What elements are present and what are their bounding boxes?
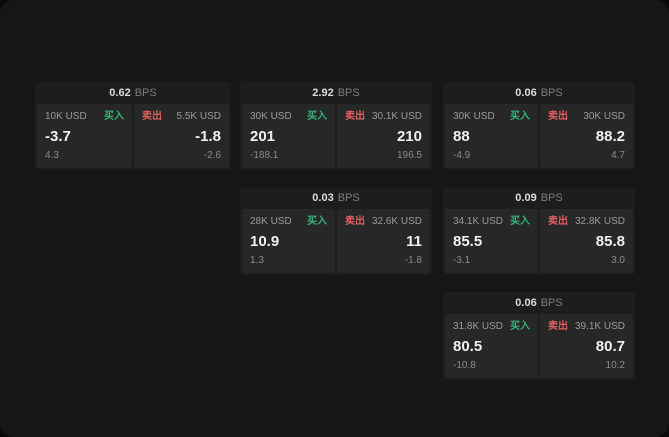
- sell-price: 80.7: [595, 338, 625, 355]
- bps-header: 0.09 BPS: [443, 187, 635, 209]
- quote-column-1: 0.62 BPS 10K USD 买入 -3.7 4.3 卖出 5.5K USD: [35, 82, 231, 170]
- quote-card: 0.06 BPS 30K USD 买入 88 -4.9 卖出 30K USD: [443, 82, 635, 170]
- sell-label: 卖出: [142, 111, 162, 122]
- buy-amount: 30K USD: [453, 111, 495, 122]
- sell-panel[interactable]: 卖出 5.5K USD -1.8 -2.6: [134, 104, 229, 168]
- sell-amount: 5.5K USD: [176, 111, 221, 122]
- sell-amount: 39.1K USD: [574, 321, 625, 332]
- bps-label: BPS: [337, 87, 360, 99]
- buy-amount: 31.8K USD: [453, 321, 504, 332]
- quote-column-2: 2.92 BPS 30K USD 买入 201 -188.1 卖出 30.1K …: [240, 82, 432, 275]
- sell-label: 卖出: [548, 216, 568, 227]
- sell-delta: 196.5: [396, 150, 422, 161]
- sell-price: 88.2: [595, 128, 625, 145]
- buy-label: 买入: [510, 321, 530, 332]
- buy-price: 85.5: [453, 233, 483, 250]
- quote-column-3: 0.06 BPS 30K USD 买入 88 -4.9 卖出 30K USD: [443, 82, 635, 380]
- sell-panel[interactable]: 卖出 32.6K USD 11 -1.8: [337, 209, 430, 273]
- buy-delta: -188.1: [250, 150, 279, 161]
- sell-delta: 3.0: [611, 255, 625, 266]
- bps-header: 0.06 BPS: [443, 292, 635, 314]
- sell-price: 11: [406, 233, 422, 250]
- bps-value: 2.92: [312, 87, 334, 99]
- buy-amount: 10K USD: [45, 111, 87, 122]
- buy-panel[interactable]: 34.1K USD 买入 85.5 -3.1: [445, 209, 538, 273]
- sell-panel[interactable]: 卖出 32.8K USD 85.8 3.0: [540, 209, 633, 273]
- sell-label: 卖出: [345, 111, 365, 122]
- buy-delta: -10.8: [453, 360, 476, 371]
- bps-value: 0.09: [515, 192, 537, 204]
- bps-header: 2.92 BPS: [240, 82, 432, 104]
- buy-label: 买入: [104, 111, 124, 122]
- buy-delta: 4.3: [45, 150, 59, 161]
- buy-price: 201: [250, 128, 276, 145]
- bps-header: 0.03 BPS: [240, 187, 432, 209]
- sell-delta: 4.7: [611, 150, 625, 161]
- sell-amount: 32.6K USD: [371, 216, 422, 227]
- bps-label: BPS: [540, 87, 563, 99]
- bps-header: 0.06 BPS: [443, 82, 635, 104]
- buy-price: -3.7: [45, 128, 71, 145]
- quote-card: 2.92 BPS 30K USD 买入 201 -188.1 卖出 30.1K …: [240, 82, 432, 170]
- buy-label: 买入: [307, 216, 327, 227]
- buy-delta: -4.9: [453, 150, 471, 161]
- buy-panel[interactable]: 30K USD 买入 201 -188.1: [242, 104, 335, 168]
- quote-card: 0.06 BPS 31.8K USD 买入 80.5 -10.8 卖出 39.1…: [443, 292, 635, 380]
- buy-amount: 30K USD: [250, 111, 292, 122]
- bps-value: 0.06: [515, 297, 537, 309]
- bps-value: 0.06: [515, 87, 537, 99]
- buy-amount: 34.1K USD: [453, 216, 504, 227]
- buy-label: 买入: [510, 216, 530, 227]
- bps-label: BPS: [540, 192, 563, 204]
- sell-price: 210: [396, 128, 422, 145]
- bps-label: BPS: [134, 87, 157, 99]
- buy-label: 买入: [307, 111, 327, 122]
- sell-amount: 32.8K USD: [574, 216, 625, 227]
- bps-value: 0.03: [312, 192, 334, 204]
- buy-price: 10.9: [250, 233, 280, 250]
- buy-amount: 28K USD: [250, 216, 292, 227]
- sell-amount: 30.1K USD: [371, 111, 422, 122]
- sell-delta: 10.2: [605, 360, 625, 371]
- sell-delta: -2.6: [203, 150, 221, 161]
- sell-label: 卖出: [345, 216, 365, 227]
- sell-panel[interactable]: 卖出 39.1K USD 80.7 10.2: [540, 314, 633, 378]
- buy-panel[interactable]: 30K USD 买入 88 -4.9: [445, 104, 538, 168]
- sell-price: 85.8: [595, 233, 625, 250]
- sell-label: 卖出: [548, 321, 568, 332]
- bps-label: BPS: [540, 297, 563, 309]
- sell-amount: 30K USD: [583, 111, 625, 122]
- quote-card: 0.62 BPS 10K USD 买入 -3.7 4.3 卖出 5.5K USD: [35, 82, 231, 170]
- quote-card: 0.09 BPS 34.1K USD 买入 85.5 -3.1 卖出 32.8K…: [443, 187, 635, 275]
- buy-delta: 1.3: [250, 255, 264, 266]
- sell-panel[interactable]: 卖出 30K USD 88.2 4.7: [540, 104, 633, 168]
- buy-panel[interactable]: 31.8K USD 买入 80.5 -10.8: [445, 314, 538, 378]
- quote-card: 0.03 BPS 28K USD 买入 10.9 1.3 卖出 32.6K US…: [240, 187, 432, 275]
- sell-price: -1.8: [195, 128, 221, 145]
- buy-price: 80.5: [453, 338, 483, 355]
- buy-label: 买入: [510, 111, 530, 122]
- bps-value: 0.62: [109, 87, 131, 99]
- sell-delta: -1.8: [404, 255, 422, 266]
- buy-price: 88: [453, 128, 470, 145]
- bps-label: BPS: [337, 192, 360, 204]
- sell-label: 卖出: [548, 111, 568, 122]
- buy-panel[interactable]: 28K USD 买入 10.9 1.3: [242, 209, 335, 273]
- buy-delta: -3.1: [453, 255, 471, 266]
- buy-panel[interactable]: 10K USD 买入 -3.7 4.3: [37, 104, 132, 168]
- sell-panel[interactable]: 卖出 30.1K USD 210 196.5: [337, 104, 430, 168]
- bps-header: 0.62 BPS: [35, 82, 231, 104]
